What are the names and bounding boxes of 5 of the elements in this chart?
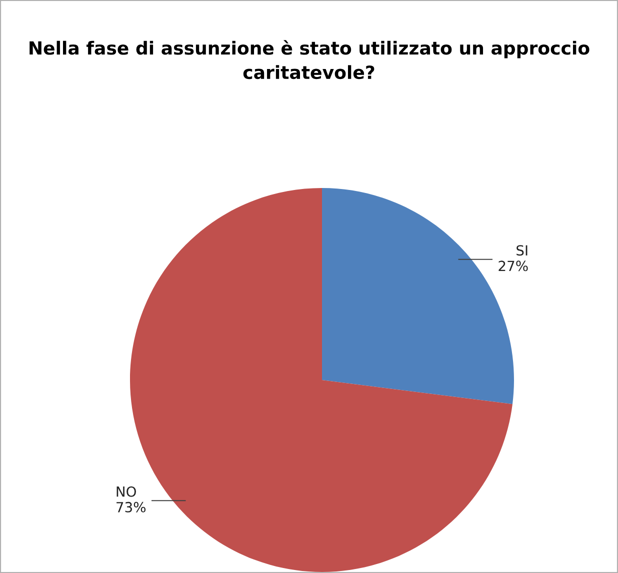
chart-title: Nella fase di assunzione è stato utilizzato un approccio caritatevole?: [30, 40, 590, 80]
data-label: 27%: [498, 260, 528, 272]
slice-label: NO: [116, 486, 136, 497]
slice-label: SI: [516, 245, 528, 256]
data-label: 73%: [116, 502, 146, 512]
